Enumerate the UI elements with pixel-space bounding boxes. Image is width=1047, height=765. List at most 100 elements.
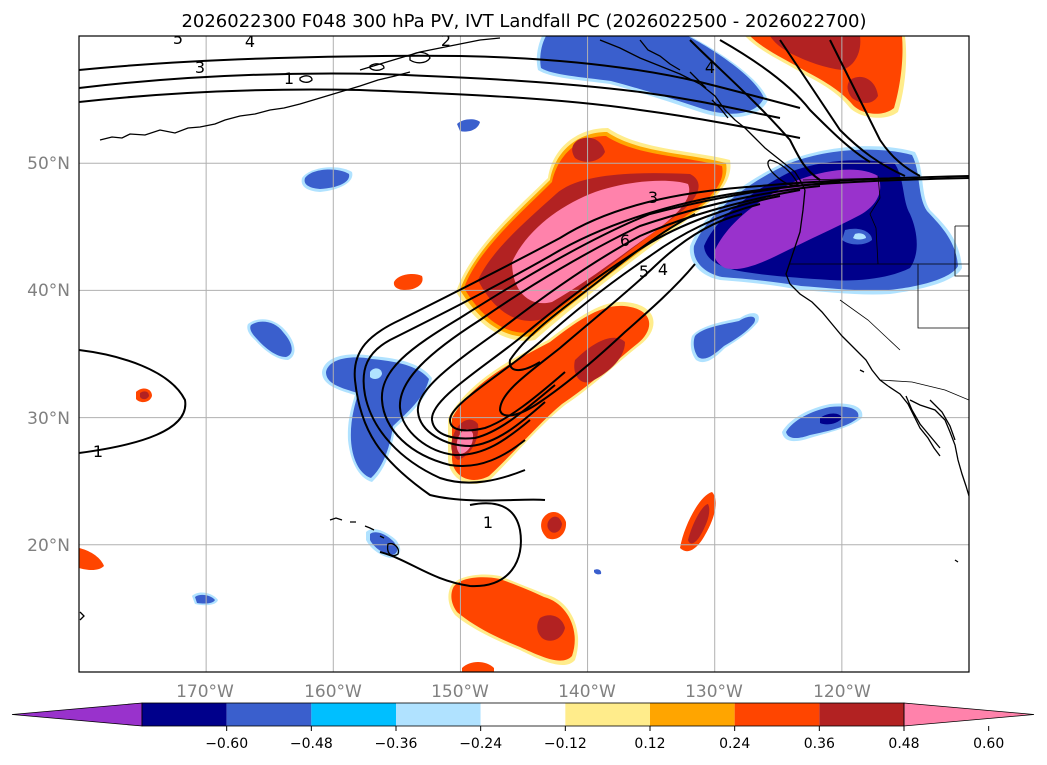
- colorbar-segment: [565, 703, 650, 726]
- colorbar-segment: [734, 703, 820, 726]
- pv-contour-trough: [430, 195, 781, 440]
- pv-contour: [379, 502, 522, 588]
- longitude-axis: 170°W 160°W 150°W 140°W 130°W 120°W: [176, 682, 871, 702]
- pv-contour-trough: [353, 175, 969, 502]
- colorbar-tick-label: 0.12: [634, 736, 665, 752]
- ivt-fill-neg-0.36: [693, 316, 756, 359]
- contour-label: 4: [245, 32, 255, 51]
- pv-contour: [689, 39, 821, 181]
- map-frame: [78, 35, 970, 673]
- ivt-negative-small-patches: [192, 119, 863, 606]
- border-us-mexico: [879, 379, 969, 401]
- ivt-fill-pos-0.60: [512, 180, 690, 304]
- coastline-bc-islands: [639, 39, 729, 119]
- lat-tick-label: 20°N: [27, 536, 70, 556]
- ivt-fill-neg-0.12: [370, 368, 382, 379]
- contour-label: 2: [441, 31, 451, 50]
- colorbar-frame: [141, 702, 905, 727]
- colorbar-tick-label: −0.24: [459, 736, 502, 752]
- colorbar-segment: [226, 703, 312, 726]
- colorbar-segment: [142, 703, 227, 726]
- coastline-mexico: [909, 399, 969, 497]
- pv-contour: [79, 88, 801, 139]
- ivt-fill-neg-0.48: [820, 413, 842, 425]
- ivt-fill-neg-0.36: [304, 169, 350, 189]
- pv-contours: [79, 39, 969, 588]
- gridlines: [79, 36, 969, 672]
- colorbar-ticks: −0.60 −0.48 −0.36 −0.24 −0.12 0.12 0.24 0.36 0.4…: [205, 726, 1004, 752]
- ivt-negative-alaska-region: [536, 36, 768, 118]
- ivt-fill-pos-0.48: [537, 615, 565, 641]
- coastline-baja: [887, 385, 941, 457]
- pv-contour-trough: [448, 203, 761, 432]
- colorbar-tick-label: −0.12: [544, 736, 587, 752]
- colorbar-tick-label: −0.60: [205, 736, 248, 752]
- contour-label: 4: [658, 260, 668, 279]
- political-borders: [790, 175, 969, 401]
- pv-contour-trough: [398, 185, 821, 457]
- coastline-islet: [859, 369, 865, 373]
- pv-contour: [79, 349, 187, 454]
- ivt-fill-neg-0.36: [195, 594, 215, 604]
- coastline-us-west: [785, 189, 889, 387]
- lon-tick-label: 170°W: [176, 682, 234, 702]
- colorbar-extend-min: [11, 702, 143, 727]
- lat-tick-label: 50°N: [27, 154, 70, 174]
- ivt-fill-neg-0.36: [370, 532, 398, 555]
- colorbar-extend-max: [903, 702, 1035, 727]
- ivt-fill-pos-0.48-cap: [572, 137, 605, 162]
- map-content: 5 4 3 1 4 3 6 5 4 1 1 2: [79, 29, 969, 672]
- coastline-aleutian-islet: [369, 63, 385, 71]
- contour-label: 4: [705, 58, 715, 77]
- ivt-fill-pos-0.48: [770, 36, 861, 70]
- contour-label: 5: [639, 262, 649, 281]
- ivt-fill-pos-0.48: [688, 504, 710, 544]
- ivt-fill-pos-0.36: [393, 274, 423, 290]
- colorbar-tick-label: 0.60: [973, 736, 1004, 752]
- ivt-fill-pos-0.36: [451, 577, 575, 661]
- ivt-fill-pos-0.48: [574, 337, 625, 383]
- contour-label: 1: [284, 69, 294, 88]
- coastline-kodiak: [409, 51, 431, 64]
- coastline-gulf-california: [929, 399, 956, 441]
- coastline-alaska-peninsula: [359, 37, 501, 71]
- pv-contour: [829, 39, 921, 177]
- pv-contour: [79, 54, 801, 109]
- lat-tick-label: 30°N: [27, 409, 70, 429]
- ivt-fill-pos-0.48: [847, 76, 878, 103]
- ivt-fill-pos-0.48: [547, 516, 562, 533]
- coastline-hawaii: [329, 517, 400, 557]
- map-panel: 5 4 3 1 4 3 6 5 4 1 1 2 170°W 160°W 150°…: [27, 29, 970, 702]
- colorbar: −0.60 −0.48 −0.36 −0.24 −0.12 0.12 0.24 0.36 0.4…: [11, 702, 1035, 752]
- contour-label: 1: [93, 442, 103, 461]
- contour-label: 1: [483, 513, 493, 532]
- ivt-fill-pos-0.48: [140, 391, 149, 400]
- lat-tick-label: 40°N: [27, 281, 70, 301]
- coastline-islet: [954, 559, 959, 563]
- coastline-aleutian-islet: [299, 75, 313, 83]
- ivt-fill-pos-0.36: [79, 548, 104, 570]
- coastline-bc: [599, 39, 806, 191]
- colorbar-segment: [311, 703, 396, 726]
- border-ca-nv: [917, 264, 969, 329]
- border-or-id: [869, 175, 881, 265]
- coastline-islet: [79, 611, 85, 621]
- contour-label: 3: [195, 58, 205, 77]
- ivt-fill-neg-0.36: [457, 119, 480, 132]
- colorbar-segment: [650, 703, 735, 726]
- pv-contour-trough: [508, 213, 696, 371]
- ivt-fill-neg-0.60: [714, 169, 881, 270]
- lon-tick-label: 160°W: [304, 682, 362, 702]
- border-nv-az: [954, 225, 969, 277]
- contour-label: 6: [620, 231, 630, 250]
- ivt-fill-pos-0.36: [462, 662, 494, 672]
- pv-contour-trough: [416, 189, 801, 448]
- colorbar-segment: [396, 703, 481, 726]
- ivt-fill-neg-0.36: [540, 36, 764, 114]
- contour-label: 5: [173, 29, 183, 48]
- colorbar-segments: [11, 702, 1035, 727]
- colorbar-tick-label: −0.48: [290, 736, 333, 752]
- ivt-positive-small-patches: [79, 36, 907, 672]
- lon-tick-label: 150°W: [431, 682, 489, 702]
